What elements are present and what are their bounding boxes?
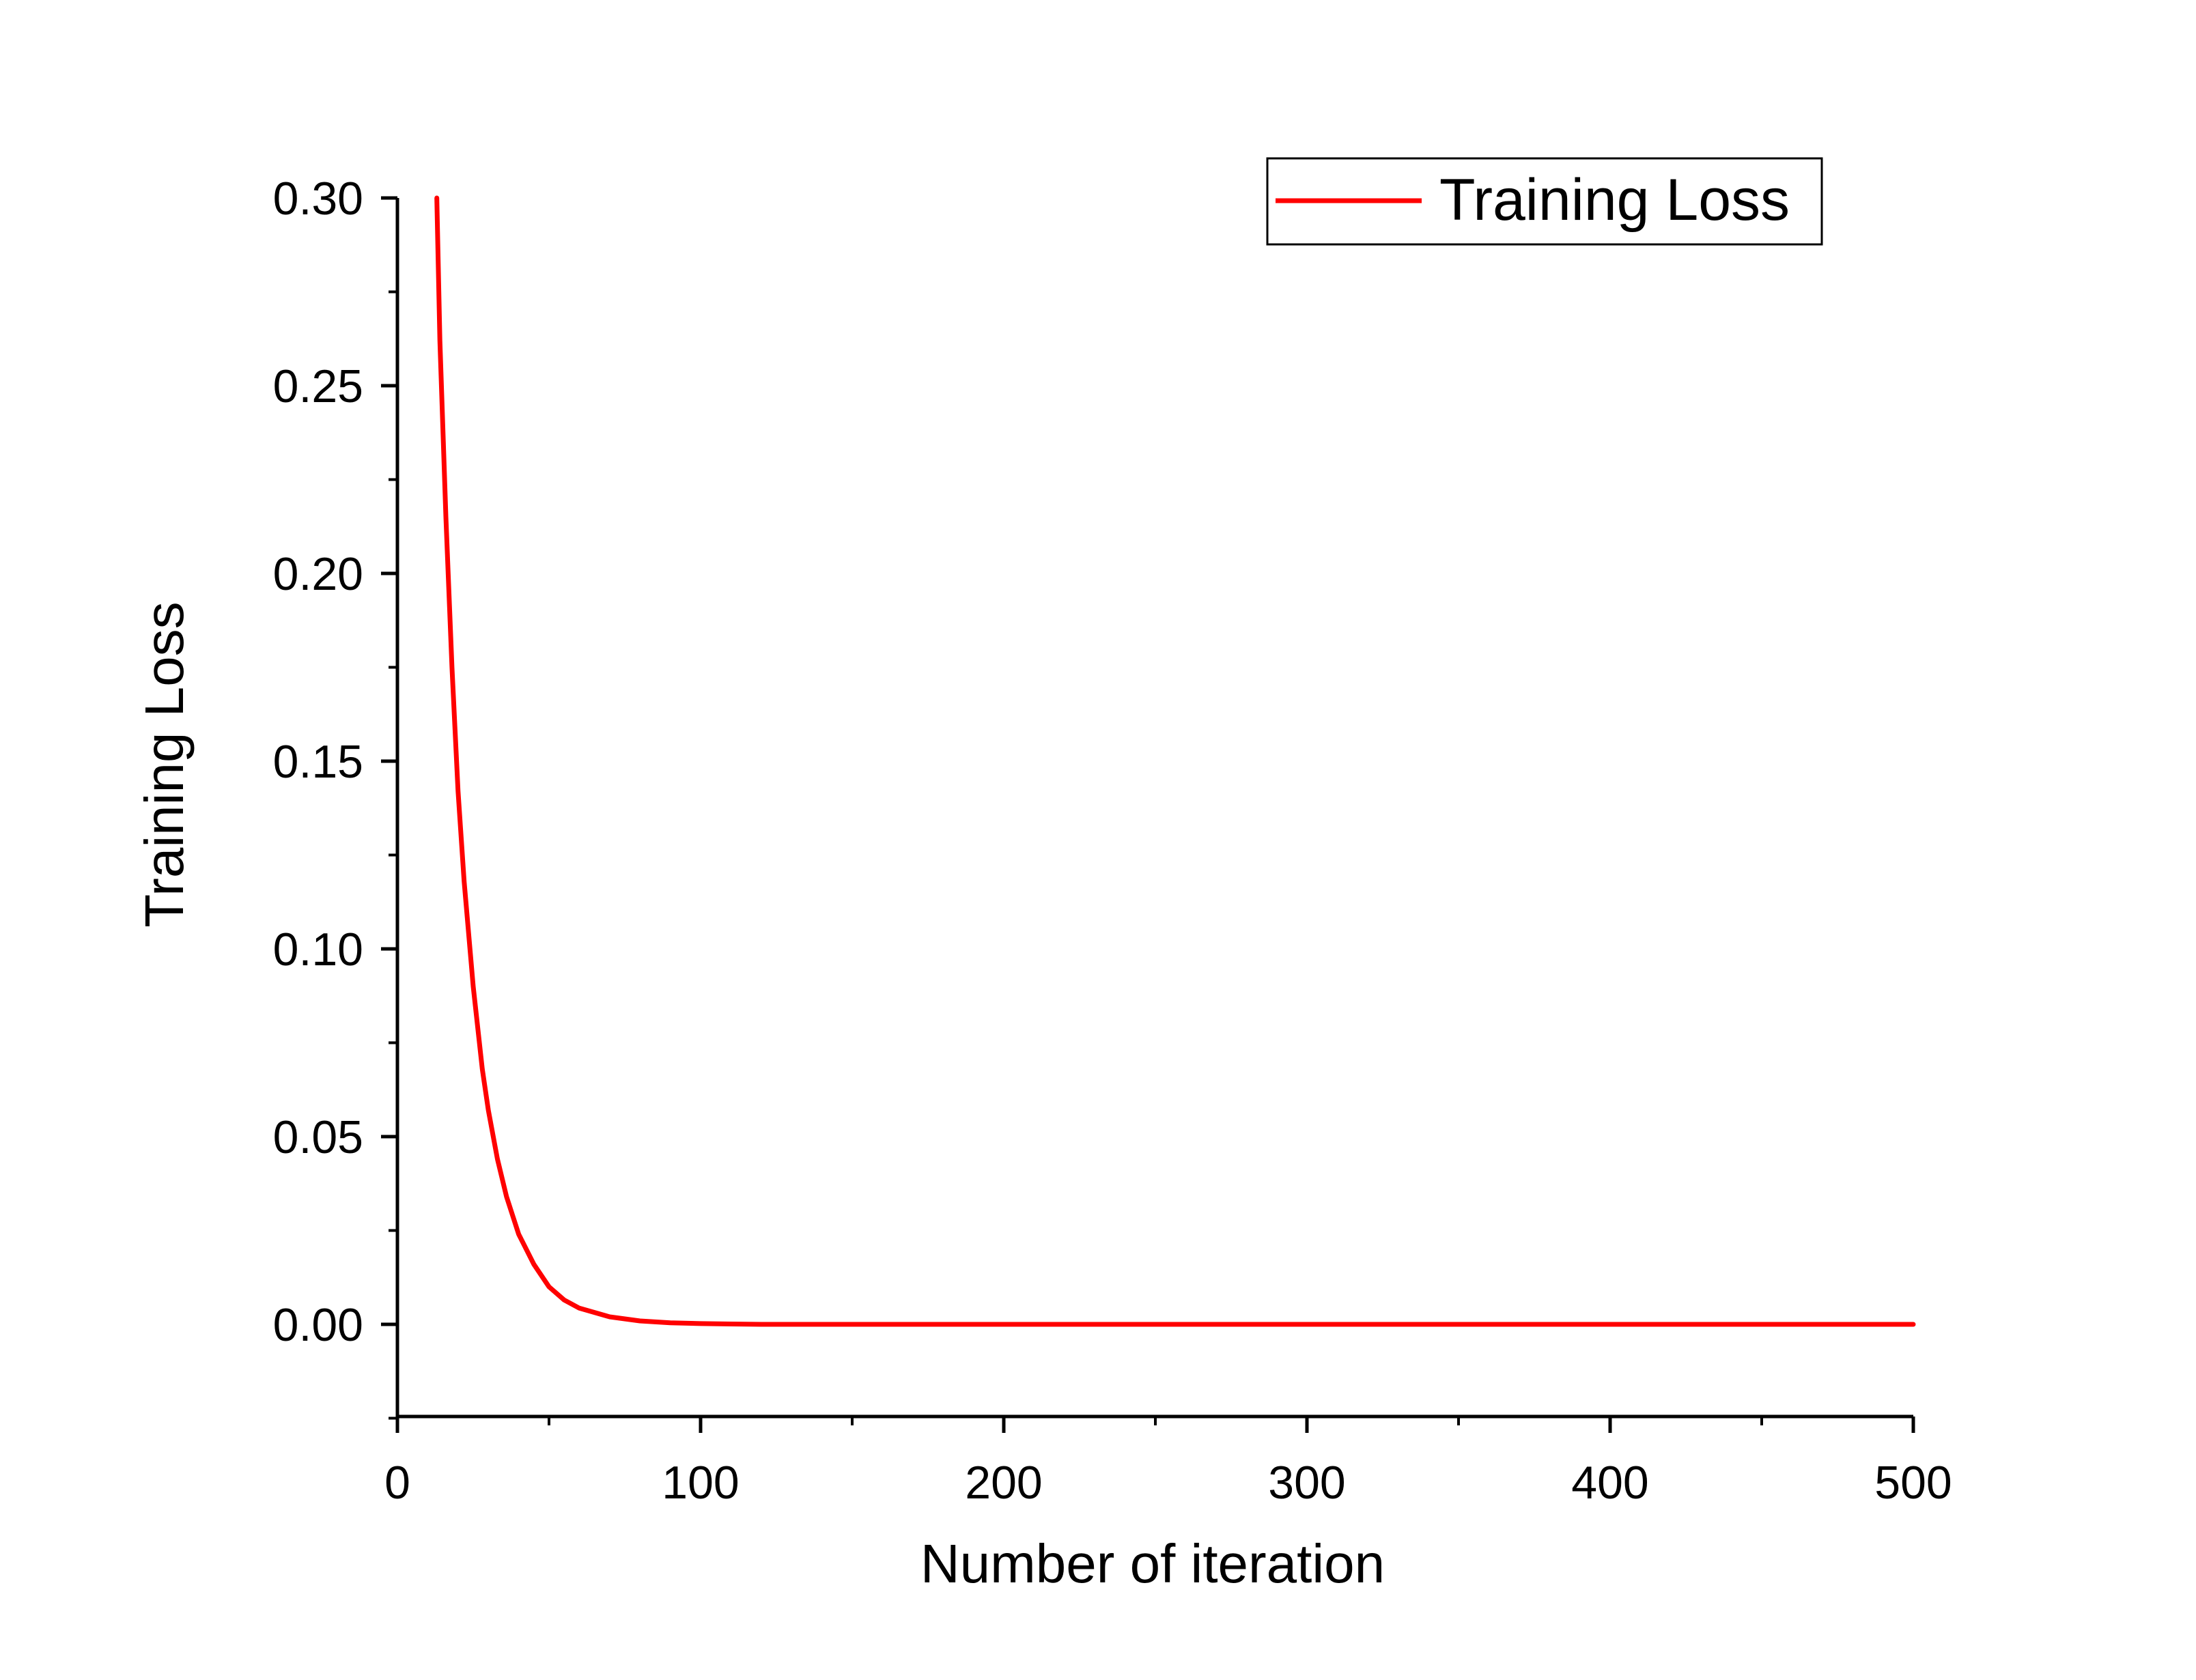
x-tick-label: 500 xyxy=(1874,1457,1952,1509)
x-tick-label: 0 xyxy=(384,1457,410,1509)
y-tick-label: 0.30 xyxy=(273,173,363,225)
y-tick-label: 0.15 xyxy=(273,736,363,788)
series-layer xyxy=(434,195,1916,1327)
ticks xyxy=(381,196,1915,1433)
series-line-training-loss xyxy=(434,195,1916,1327)
x-tick-label: 300 xyxy=(1268,1457,1345,1509)
legend-label: Training Loss xyxy=(1439,167,1790,233)
y-tick-label: 0.25 xyxy=(273,360,363,412)
x-tick-label: 200 xyxy=(965,1457,1042,1509)
axes xyxy=(395,198,1913,1419)
x-tick-label: 400 xyxy=(1571,1457,1648,1509)
y-tick-label: 0.00 xyxy=(273,1299,363,1351)
y-axis-title: Training Loss xyxy=(134,601,195,927)
x-tick-label: 100 xyxy=(662,1457,739,1509)
y-tick-label: 0.10 xyxy=(273,924,363,976)
y-tick-label: 0.05 xyxy=(273,1111,363,1163)
tick-labels: 0.00 0.05 0.10 0.15 0.20 0.25 0.30 0 100 200 300 40… xyxy=(273,173,1952,1509)
x-axis-title: Number of iteration xyxy=(920,1533,1385,1594)
y-tick-label: 0.20 xyxy=(273,548,363,600)
legend: Training Loss xyxy=(1266,157,1823,246)
